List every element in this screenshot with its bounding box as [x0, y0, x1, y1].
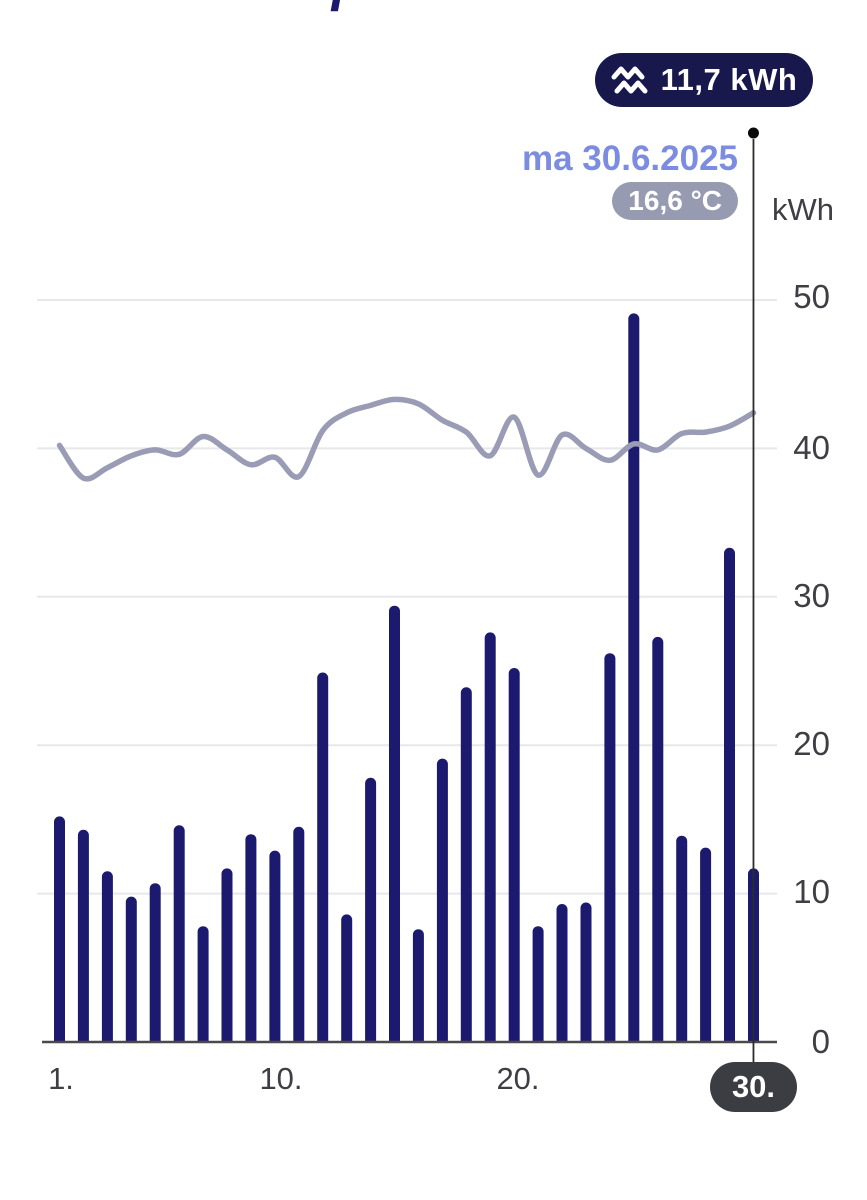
bar-day-29[interactable] — [724, 547, 735, 1042]
bar-day-24[interactable] — [604, 653, 616, 1042]
bar-day-15[interactable] — [389, 605, 400, 1042]
bar-day-2[interactable] — [77, 829, 89, 1042]
bar-day-13[interactable] — [341, 914, 353, 1042]
bar-day-27[interactable] — [676, 835, 688, 1042]
selected-day-pill[interactable]: 30. — [710, 1062, 797, 1112]
y-tick-0: 0 — [811, 1023, 830, 1060]
bar-day-5[interactable] — [149, 883, 161, 1042]
selected-date-label: ma 30.6.2025 — [521, 139, 738, 178]
x-tick-10: 10. — [259, 1061, 303, 1096]
bar-day-25[interactable] — [628, 313, 640, 1042]
bar-day-14[interactable] — [365, 777, 377, 1042]
bar-day-9[interactable] — [245, 834, 257, 1042]
bar-day-11[interactable] — [293, 826, 305, 1042]
clipped-title-fragment: / — [328, 0, 372, 13]
x-tick-1: 1. — [48, 1061, 74, 1096]
cursor-dot[interactable] — [747, 127, 759, 139]
bar-day-20[interactable] — [508, 668, 520, 1042]
bar-day-18[interactable] — [460, 687, 472, 1042]
bar-day-12[interactable] — [317, 672, 329, 1043]
selected-value-badge: 11,7 kWh — [595, 53, 813, 107]
bar-day-3[interactable] — [101, 871, 113, 1042]
clipped-title-glyph: / — [330, 0, 347, 13]
bar-day-6[interactable] — [173, 825, 185, 1042]
bar-day-26[interactable] — [652, 636, 664, 1042]
bar-day-4[interactable] — [125, 896, 137, 1042]
bar-day-1[interactable] — [54, 816, 65, 1042]
overlay-line — [56, 396, 757, 482]
y-tick-10: 10 — [793, 873, 830, 910]
selected-day-label: 30. — [731, 1069, 776, 1104]
bar-day-22[interactable] — [556, 904, 568, 1042]
bar-day-19[interactable] — [484, 632, 496, 1042]
bar-day-16[interactable] — [412, 929, 424, 1042]
y-tick-50: 50 — [793, 278, 830, 315]
bar-day-21[interactable] — [532, 926, 544, 1042]
y-tick-20: 20 — [793, 725, 830, 762]
bar-day-10[interactable] — [269, 850, 281, 1042]
bar-day-7[interactable] — [197, 926, 209, 1042]
x-tick-20: 20. — [496, 1061, 540, 1096]
selected-value-label: 11,7 kWh — [660, 62, 798, 97]
y-tick-40: 40 — [793, 429, 830, 466]
y-axis-unit-label: kWh — [772, 192, 834, 227]
y-tick-30: 30 — [793, 577, 830, 614]
bar-day-28[interactable] — [700, 847, 712, 1042]
energy-waves-icon — [611, 66, 648, 93]
bar-day-17[interactable] — [436, 758, 448, 1042]
bar-day-23[interactable] — [580, 902, 592, 1043]
temperature-badge: 16,6 °C — [612, 182, 738, 220]
bar-day-8[interactable] — [221, 868, 233, 1042]
